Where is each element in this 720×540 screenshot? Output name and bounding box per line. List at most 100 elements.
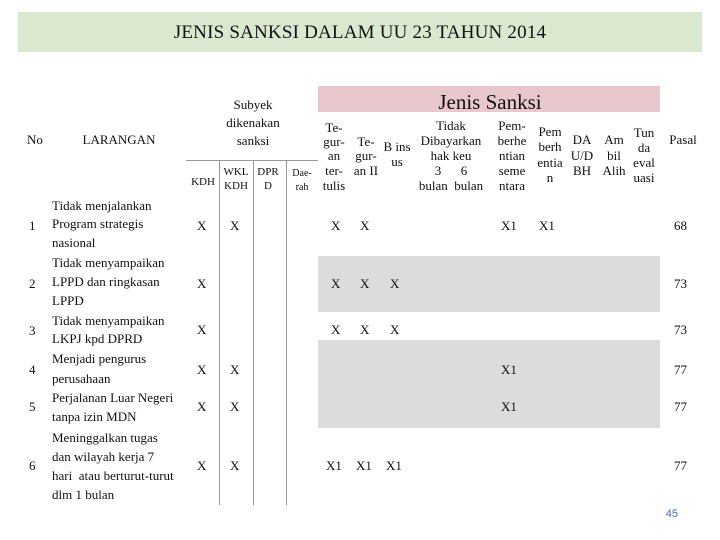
row-teguran-1: X <box>331 218 341 233</box>
header-pemberhentian-1: Pem <box>538 124 562 139</box>
header-bins-2: us <box>391 154 403 169</box>
row-pem-sementara: X1 <box>501 362 517 377</box>
row-band <box>318 340 660 388</box>
header-wkl-2: KDH <box>224 180 248 192</box>
row-bins: X <box>390 276 400 291</box>
row-kdh: X <box>197 218 207 233</box>
row-no: 6 <box>29 458 36 473</box>
row-larangan-line: Tidak menyampaikan <box>52 313 165 328</box>
header-da-3: BH <box>572 163 592 178</box>
page-number: 45 <box>665 508 678 520</box>
jenis-sanksi-header <box>318 86 660 112</box>
row-larangan-line: hari atau berturut-turut <box>52 468 174 483</box>
grid-line <box>219 160 220 505</box>
row-teguran-1: X <box>331 276 341 291</box>
header-tidak-dibayarkan-3: hak keu <box>430 148 472 163</box>
grid-line <box>286 160 287 505</box>
row-band <box>318 256 660 312</box>
row-kdh: X <box>197 276 207 291</box>
header-pemberhentian-sementara-1: Pem- <box>498 118 526 133</box>
header-tun-2: da <box>637 140 651 155</box>
row-no: 3 <box>29 323 36 338</box>
row-no: 2 <box>29 276 36 291</box>
header-teguran-tertulis-2: gur- <box>323 134 345 149</box>
header-subyek-3: sanksi <box>236 133 270 148</box>
header-pemberhentian-3: entia <box>537 155 563 170</box>
header-teguran-ii-2: gur- <box>355 148 377 163</box>
header-am-2: bil <box>607 148 621 163</box>
row-band <box>318 388 660 428</box>
header-tun-1: Tun <box>633 125 655 140</box>
header-teguran-tertulis-3: an <box>327 148 341 163</box>
header-tidak-dibayarkan-5: bulan bulan <box>418 178 484 193</box>
row-no: 5 <box>29 399 36 414</box>
row-no: 4 <box>29 362 36 377</box>
row-teguran-1: X1 <box>326 458 342 473</box>
row-larangan-line: perusahaan <box>52 371 111 386</box>
header-pemberhentian-sementara-4: seme <box>498 163 526 178</box>
header-dprd-2: D <box>264 180 272 192</box>
row-larangan-line: LKPJ kpd DPRD <box>52 331 143 346</box>
header-subyek-1: Subyek <box>233 97 273 112</box>
jenis-sanksi-title: Jenis Sanksi <box>438 90 542 114</box>
row-larangan-line: tanpa izin MDN <box>52 409 137 424</box>
row-bins: X1 <box>386 458 402 473</box>
row-larangan-line: dan wilayah kerja 7 <box>52 449 155 464</box>
row-larangan-line: Meninggalkan tugas <box>52 430 158 445</box>
row-kdh: X <box>197 458 207 473</box>
row-teguran-2: X <box>360 322 370 337</box>
grid-line <box>186 160 318 161</box>
row-kdh: X <box>197 399 207 414</box>
row-pasal: 77 <box>674 362 687 377</box>
header-am-3: Alih <box>602 163 626 178</box>
header-dprd: DPR <box>257 166 279 178</box>
row-larangan-line: Menjadi pengurus <box>52 351 147 366</box>
page-title: JENIS SANKSI DALAM UU 23 TAHUN 2014 <box>173 22 547 43</box>
row-larangan-line: Program strategis <box>52 216 144 231</box>
header-pemberhentian-4: n <box>546 170 554 185</box>
header-pasal: Pasal <box>669 132 697 147</box>
row-larangan-line: Tidak menjalankan <box>52 198 152 213</box>
row-larangan-line: nasional <box>52 235 96 250</box>
row-kdh: X <box>197 322 207 337</box>
header-wkl: WKL <box>223 166 249 178</box>
row-larangan-line: LPPD dan ringkasan <box>52 274 160 289</box>
header-subyek-2: dikenakan <box>226 115 280 130</box>
row-pem-sementara: X1 <box>501 399 517 414</box>
row-pasal: 77 <box>674 399 687 414</box>
header-pemberhentian-sementara-5: ntara <box>499 178 525 193</box>
row-larangan-line: Perjalanan Luar Negeri <box>52 390 174 405</box>
header-larangan: LARANGAN <box>82 132 156 147</box>
header-da-1: DA <box>572 132 592 147</box>
row-pem-sementara: X1 <box>501 218 517 233</box>
header-teguran-ii-3: an II <box>353 163 379 178</box>
row-bins: X <box>390 322 400 337</box>
row-pasal: 73 <box>674 322 687 337</box>
row-pasal: 73 <box>674 276 687 291</box>
row-pasal: 68 <box>674 218 687 233</box>
header-tidak-dibayarkan-1: Tidak <box>436 118 466 133</box>
header-no: No <box>27 132 43 147</box>
header-daerah-2: rah <box>295 182 309 193</box>
row-kdh: X <box>197 362 207 377</box>
header-teguran-tertulis-4: ter- <box>325 163 343 178</box>
header-tidak-dibayarkan-2: Dibayarkan <box>420 133 482 148</box>
header-bins-1: B ins <box>383 139 411 154</box>
header-am-1: Am <box>604 132 624 147</box>
title-banner <box>18 12 702 52</box>
header-pemberhentian-sementara-3: ntian <box>499 148 525 163</box>
header-tun-4: uasi <box>633 170 655 185</box>
header-pemberhentian-sementara-2: berhe <box>497 133 527 148</box>
header-kdh: KDH <box>191 176 215 188</box>
row-wkl: X <box>230 458 240 473</box>
header-teguran-tertulis-5: tulis <box>322 178 346 193</box>
header-tun-3: eval <box>633 155 655 170</box>
row-wkl: X <box>230 362 240 377</box>
row-larangan-line: LPPD <box>52 293 84 308</box>
row-teguran-1: X <box>331 322 341 337</box>
grid-line <box>253 160 254 505</box>
header-pemberhentian-2: berh <box>538 139 562 154</box>
row-larangan-line: dlm 1 bulan <box>52 487 115 502</box>
row-wkl: X <box>230 218 240 233</box>
header-daerah: Dae- <box>292 168 312 179</box>
